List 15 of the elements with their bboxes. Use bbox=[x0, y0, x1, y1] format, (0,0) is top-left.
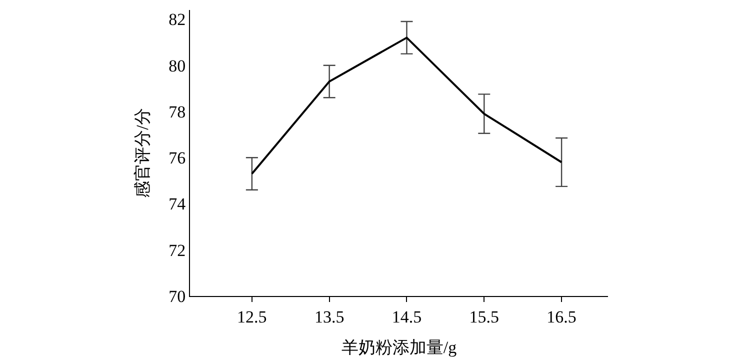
x-tick-label: 13.5 bbox=[314, 307, 344, 326]
y-axis-title: 感官评分/分 bbox=[133, 108, 152, 198]
x-tick-label: 14.5 bbox=[392, 307, 422, 326]
y-tick-label: 72 bbox=[168, 240, 186, 260]
x-tick-label: 16.5 bbox=[546, 307, 576, 326]
x-axis-title: 羊奶粉添加量/g bbox=[341, 338, 458, 357]
x-tick-label: 12.5 bbox=[237, 307, 267, 326]
y-tick-label: 76 bbox=[168, 148, 186, 168]
y-tick-label: 82 bbox=[168, 10, 186, 30]
y-tick-label: 70 bbox=[168, 286, 186, 306]
line-series bbox=[250, 36, 563, 175]
x-tick-label: 15.5 bbox=[469, 307, 500, 326]
y-tick-label: 80 bbox=[168, 56, 186, 76]
y-tick-label: 78 bbox=[168, 102, 186, 122]
y-tick-label: 74 bbox=[168, 194, 186, 214]
